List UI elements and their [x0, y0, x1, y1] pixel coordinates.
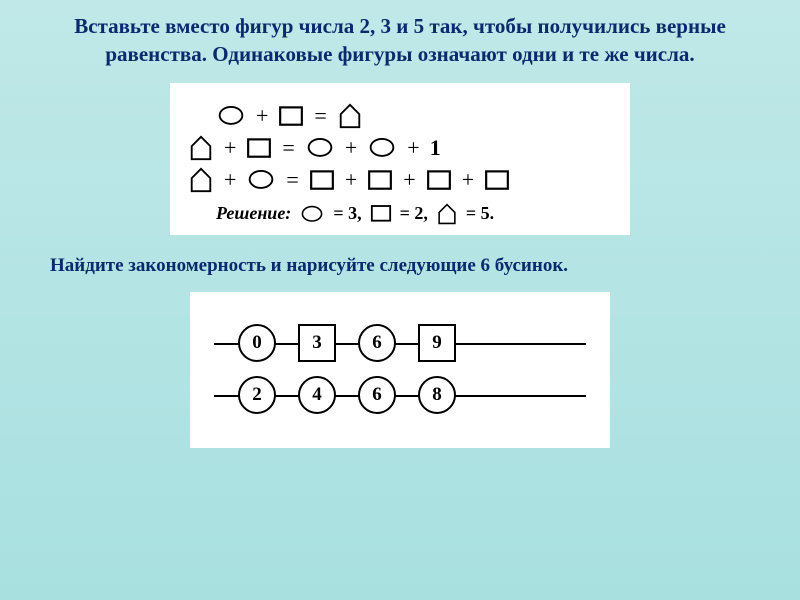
bead-line: 0369 [214, 324, 586, 362]
square-icon [370, 204, 392, 223]
solution-row: Решение: = 3, = 2, = 5. [216, 203, 612, 225]
bead-circle: 8 [418, 376, 456, 414]
equals-sign: = 5. [466, 203, 494, 224]
plus-sign: + [345, 167, 357, 193]
plus-sign: + [224, 135, 236, 161]
subtitle: Найдите закономерность и нарисуйте следу… [50, 253, 750, 279]
circle-icon [216, 105, 246, 126]
bead-circle: 4 [298, 376, 336, 414]
house-icon [188, 167, 214, 193]
equation-row: + = + +1 [188, 135, 612, 161]
bead-line: 2468 [214, 376, 586, 414]
square-icon [484, 169, 510, 191]
circle-icon [246, 169, 276, 190]
equals-sign: = [314, 103, 326, 129]
bead-square: 9 [418, 324, 456, 362]
bead-circle: 6 [358, 376, 396, 414]
plus-sign: + [403, 167, 415, 193]
number-literal: 1 [430, 135, 441, 161]
solution-label: Решение: [216, 203, 291, 224]
bead-group: 2468 [238, 376, 456, 414]
plus-sign: + [407, 135, 419, 161]
circle-icon [305, 137, 335, 158]
house-icon [188, 135, 214, 161]
page-title: Вставьте вместо фигур числа 2, 3 и 5 так… [50, 12, 750, 69]
square-icon [426, 169, 452, 191]
equals-sign: = 3, [333, 203, 361, 224]
square-icon [278, 105, 304, 127]
square-icon [367, 169, 393, 191]
square-icon [246, 137, 272, 159]
beads-panel: 0369 2468 [190, 292, 610, 448]
equals-sign: = 2, [400, 203, 428, 224]
equations-panel: +=+=++1+=+++Решение: = 3, = 2, = 5. [170, 83, 630, 235]
bead-group: 0369 [238, 324, 456, 362]
bead-square: 3 [298, 324, 336, 362]
plus-sign: + [224, 167, 236, 193]
circle-icon [367, 137, 397, 158]
equals-sign: = [282, 135, 294, 161]
page-container: Вставьте вместо фигур числа 2, 3 и 5 так… [0, 0, 800, 448]
plus-sign: + [462, 167, 474, 193]
bead-circle: 6 [358, 324, 396, 362]
equals-sign: = [286, 167, 298, 193]
circle-icon [299, 205, 325, 223]
bead-circle: 0 [238, 324, 276, 362]
equation-row: += [216, 103, 612, 129]
square-icon [309, 169, 335, 191]
house-icon [436, 203, 458, 225]
plus-sign: + [345, 135, 357, 161]
plus-sign: + [256, 103, 268, 129]
house-icon [337, 103, 363, 129]
bead-circle: 2 [238, 376, 276, 414]
equation-row: + = + + + [188, 167, 612, 193]
